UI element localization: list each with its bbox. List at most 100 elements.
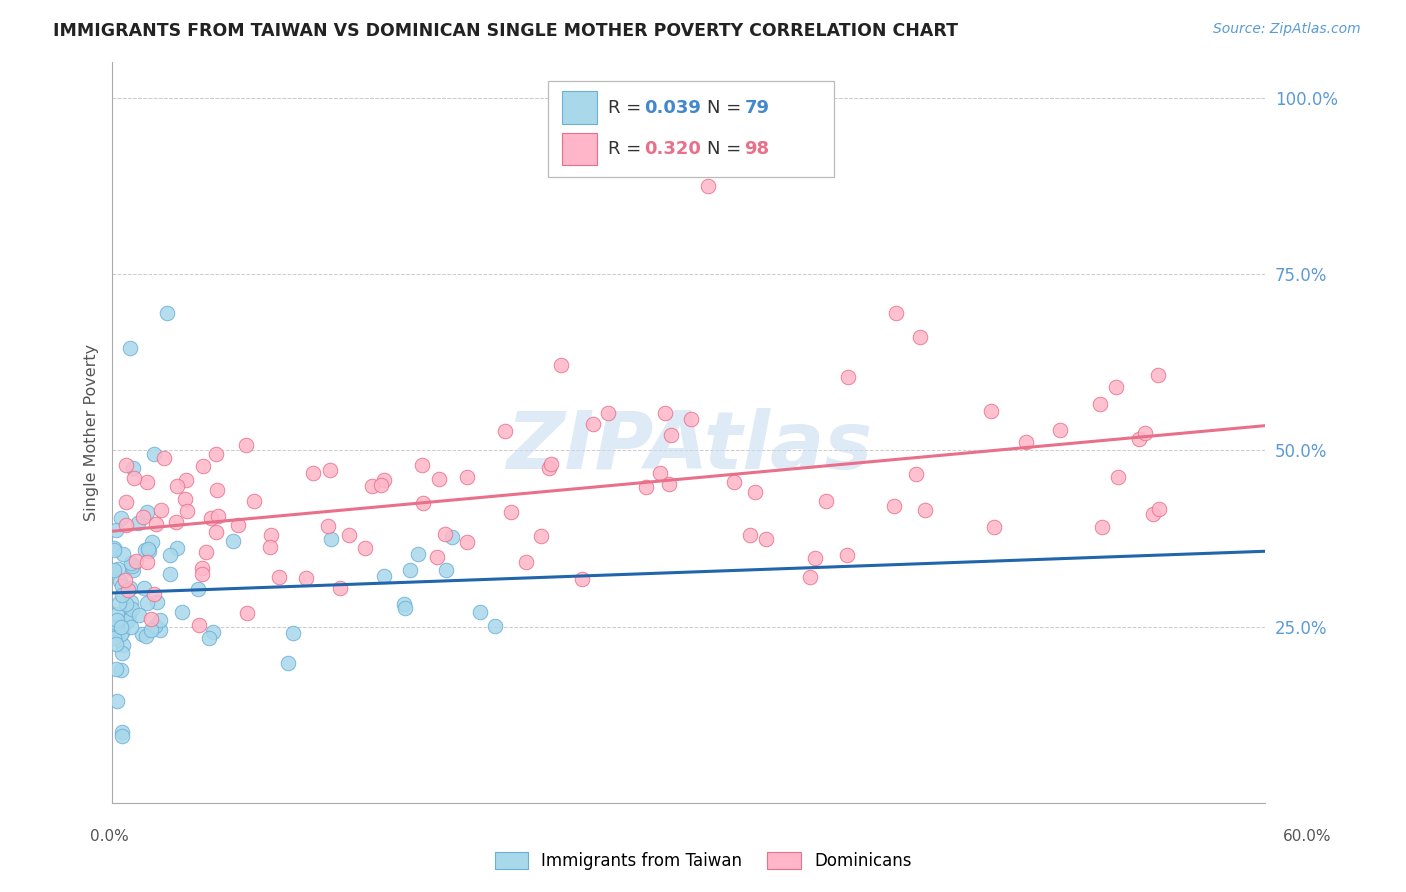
Point (1091, 520, 1114, 534)
Point (194, 545, 217, 559)
Point (353, 541, 375, 556)
Point (434, 563, 457, 577)
Point (654, 406, 676, 420)
Point (406, 547, 429, 561)
Point (650, 466, 672, 480)
Point (117, 613, 139, 627)
Point (111, 729, 134, 743)
Point (143, 619, 166, 633)
Point (110, 511, 132, 525)
Point (115, 597, 138, 611)
Point (235, 438, 257, 452)
Point (142, 447, 165, 461)
Point (118, 581, 141, 595)
Point (105, 613, 128, 627)
Point (191, 459, 214, 474)
Point (837, 369, 859, 384)
Point (111, 579, 134, 593)
Point (738, 528, 761, 542)
Point (110, 588, 132, 602)
Point (550, 358, 572, 372)
Point (540, 457, 562, 471)
Text: R =: R = (609, 99, 647, 117)
Point (111, 646, 134, 660)
Legend: Immigrants from Taiwan, Dominicans: Immigrants from Taiwan, Dominicans (488, 845, 918, 877)
Point (132, 581, 155, 595)
Point (103, 541, 125, 555)
Point (149, 623, 172, 637)
Point (236, 606, 259, 620)
Point (115, 495, 138, 509)
Point (132, 510, 155, 524)
Point (1049, 424, 1071, 438)
Point (117, 613, 139, 627)
Point (394, 600, 416, 615)
Point (269, 570, 291, 584)
Point (190, 560, 212, 574)
Point (681, 412, 703, 426)
Point (156, 306, 179, 320)
Point (204, 447, 226, 461)
Point (103, 563, 125, 577)
Point (107, 562, 129, 576)
Point (111, 638, 134, 652)
Point (337, 527, 360, 541)
Point (105, 607, 128, 621)
Point (883, 499, 905, 513)
Point (121, 602, 143, 616)
Point (146, 595, 169, 609)
Point (302, 466, 325, 480)
Point (135, 629, 157, 643)
Point (1149, 502, 1171, 516)
Point (596, 406, 619, 420)
Point (1090, 397, 1112, 411)
Point (392, 597, 415, 611)
Point (128, 608, 150, 623)
Point (914, 503, 936, 517)
Point (110, 663, 132, 677)
Point (723, 475, 745, 490)
Point (131, 626, 153, 640)
Point (1015, 435, 1038, 450)
Point (370, 478, 392, 492)
Point (166, 541, 188, 556)
Point (105, 523, 128, 537)
Text: 79: 79 (744, 99, 769, 117)
Text: 0.0%: 0.0% (90, 830, 129, 844)
Point (804, 551, 827, 566)
Point (494, 424, 516, 438)
Point (316, 519, 339, 533)
Point (530, 529, 553, 543)
Text: R =: R = (609, 140, 647, 158)
Point (115, 458, 138, 472)
Point (904, 467, 927, 482)
Point (108, 574, 131, 589)
Point (468, 605, 491, 619)
Point (112, 548, 135, 562)
Point (412, 496, 434, 510)
Point (187, 618, 209, 632)
Point (205, 525, 228, 540)
FancyBboxPatch shape (562, 133, 596, 165)
FancyBboxPatch shape (548, 81, 834, 178)
Point (115, 517, 138, 532)
Point (242, 494, 264, 508)
Point (120, 619, 142, 633)
Point (318, 463, 340, 477)
Text: 98: 98 (744, 140, 769, 158)
Point (165, 515, 187, 529)
Text: Source: ZipAtlas.com: Source: ZipAtlas.com (1213, 22, 1361, 37)
Point (139, 612, 162, 626)
Point (114, 573, 136, 587)
Point (295, 572, 318, 586)
Point (538, 460, 561, 475)
Point (1142, 508, 1164, 522)
Point (1135, 425, 1157, 440)
Point (114, 617, 136, 632)
Point (226, 517, 249, 532)
Text: N =: N = (707, 140, 748, 158)
Point (111, 624, 134, 639)
Point (176, 504, 198, 518)
Text: 0.320: 0.320 (644, 140, 700, 158)
Point (191, 566, 214, 581)
